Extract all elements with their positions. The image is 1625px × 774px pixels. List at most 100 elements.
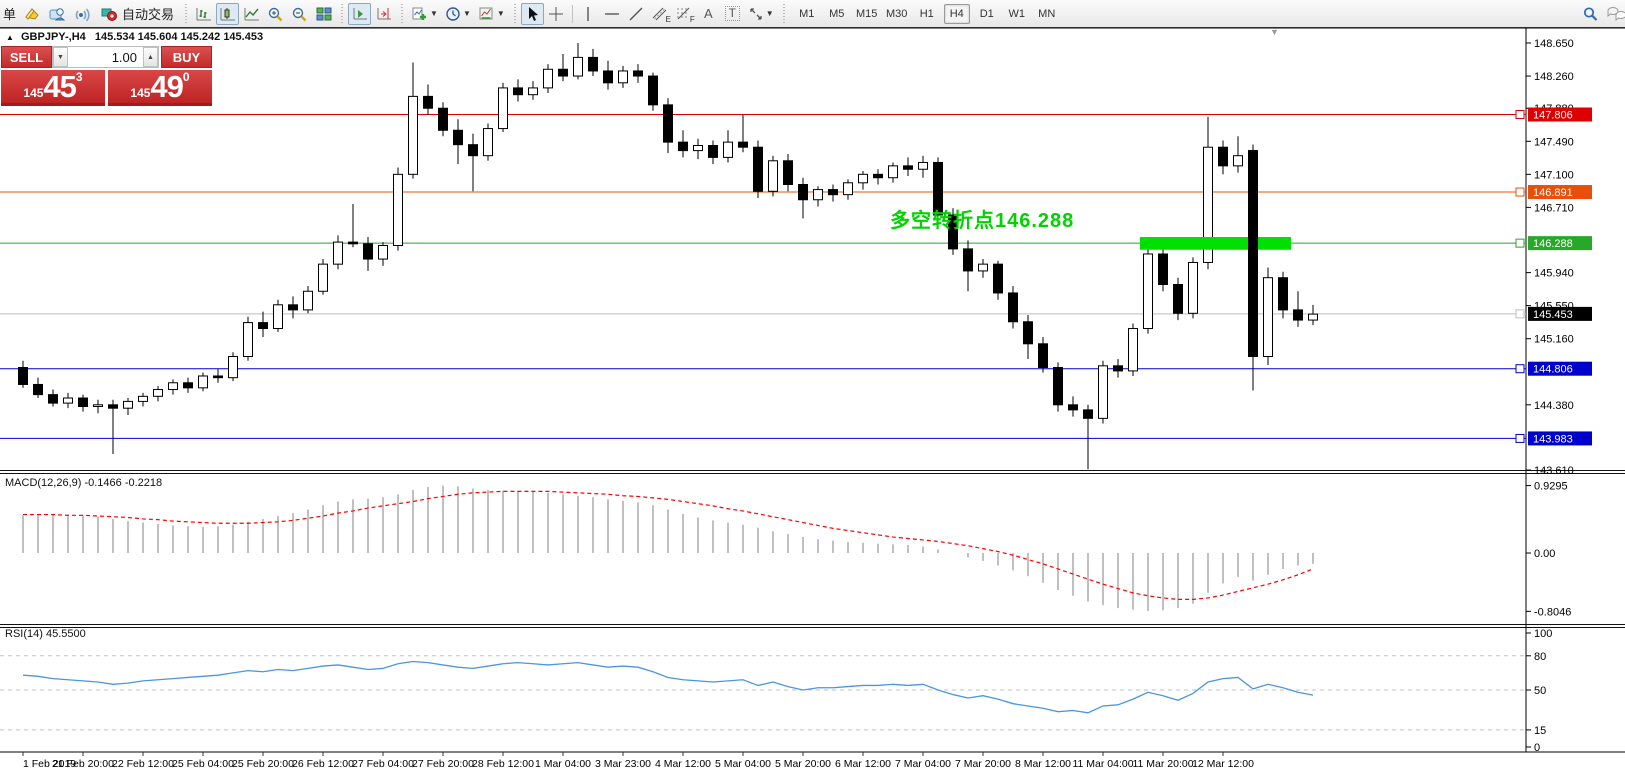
cursor-tool-button[interactable] — [520, 2, 544, 25]
timeframe-h4[interactable]: H4 — [943, 3, 970, 24]
rsi-axis-label: 0 — [1534, 742, 1540, 754]
price-axis-label: 144.380 — [1534, 400, 1574, 412]
level-end-marker[interactable] — [1515, 433, 1525, 443]
timeframe-h1[interactable]: H1 — [919, 7, 934, 20]
text-label-tool-button[interactable]: T — [721, 3, 744, 25]
candle-body — [1278, 277, 1288, 311]
periods-icon — [446, 6, 460, 21]
toolbar-grip[interactable] — [338, 3, 346, 24]
signal-button[interactable] — [70, 3, 94, 25]
volume-decrease-button[interactable]: ▼ — [53, 47, 68, 67]
auto-trading-label: 自动交易 — [122, 7, 175, 22]
toolbar-grip[interactable] — [779, 3, 787, 24]
bar-chart-button[interactable] — [192, 3, 215, 25]
buy-price-button[interactable]: 145 49 0 — [108, 70, 212, 106]
level-price-badge — [1528, 107, 1592, 122]
trendline-tool-button[interactable] — [625, 3, 648, 25]
horizontal-line-tool-button[interactable] — [601, 3, 624, 25]
time-axis-label: 21 Feb 20:00 — [52, 758, 114, 770]
candle-body — [933, 161, 943, 216]
timeframe-m30[interactable]: M30 — [886, 7, 908, 20]
rsi-label: RSI(14) 45.5500 — [5, 628, 86, 640]
sell-price-button[interactable]: 145 45 3 — [1, 70, 105, 106]
candle-body — [168, 382, 178, 391]
level-price-badge-label: 144.806 — [1533, 364, 1573, 376]
vertical-line-tool-button[interactable] — [577, 3, 600, 25]
rsi-line[interactable] — [22, 660, 1314, 714]
indicators-button[interactable]: ▼ — [408, 3, 441, 25]
new-order-button[interactable]: 单 — [0, 3, 19, 25]
timeframe-d1[interactable]: D1 — [979, 7, 994, 20]
profile-button[interactable] — [45, 3, 69, 25]
line-chart-button[interactable] — [240, 3, 263, 25]
candle-body — [1248, 150, 1258, 358]
candle-body — [153, 389, 163, 397]
candle-body — [363, 243, 373, 260]
price-axis-label: 146.710 — [1534, 202, 1574, 214]
level-end-marker[interactable] — [1515, 187, 1525, 197]
templates-button[interactable]: ▼ — [475, 3, 508, 25]
candle-body — [873, 173, 883, 179]
price-axis-label: 145.160 — [1534, 334, 1574, 346]
tile-windows-icon — [316, 7, 332, 20]
periods-button[interactable]: ▼ — [442, 3, 474, 25]
candle-body — [948, 214, 958, 250]
candle-body — [213, 375, 223, 379]
chart-shift-button[interactable] — [372, 3, 395, 25]
buy-button[interactable]: BUY — [161, 46, 212, 68]
market-watch-button[interactable] — [20, 3, 44, 25]
timeframe-m1[interactable]: M1 — [799, 7, 815, 20]
level-end-marker[interactable] — [1515, 110, 1525, 120]
search-button[interactable] — [1579, 3, 1602, 25]
candlestick-chart-button[interactable] — [216, 2, 240, 25]
candle-body — [378, 245, 388, 260]
candle-body — [1173, 283, 1183, 314]
chat-button[interactable] — [1603, 3, 1625, 25]
pivot-band[interactable] — [1140, 237, 1291, 250]
arrows-tool-button[interactable]: ▼ — [745, 3, 777, 25]
candle-body — [333, 241, 343, 265]
candle-body — [123, 400, 133, 409]
candle-body — [798, 183, 808, 201]
candle-body — [1098, 365, 1108, 419]
candle-body — [858, 173, 868, 184]
macd-signal-line[interactable] — [23, 490, 1314, 601]
macd-axis-label: 0.00 — [1534, 548, 1555, 560]
zoom-out-button[interactable] — [288, 3, 311, 25]
toolbar-grip[interactable] — [398, 3, 406, 24]
crosshair-tool-button[interactable] — [545, 3, 568, 25]
line-chart-icon — [244, 7, 259, 20]
chart-canvas[interactable]: 148.650148.260147.880147.490147.100146.7… — [0, 26, 1625, 774]
volume-input[interactable] — [68, 47, 143, 67]
candle-body — [273, 304, 283, 330]
candle-body — [1218, 146, 1228, 167]
auto-scroll-button[interactable] — [348, 2, 372, 25]
toolbar-grip[interactable] — [510, 3, 518, 24]
candle-body — [138, 395, 148, 402]
timeframe-m5[interactable]: M5 — [829, 7, 845, 20]
templates-icon — [479, 7, 493, 19]
candle-body — [63, 397, 73, 404]
candle-body — [1053, 367, 1063, 406]
fibonacci-tool-button[interactable]: F — [673, 3, 696, 25]
text-tool-button[interactable]: A — [697, 3, 720, 25]
zoom-in-button[interactable] — [264, 3, 287, 25]
timeframe-w1[interactable]: W1 — [1008, 7, 1025, 20]
price-axis-label: 147.490 — [1534, 136, 1574, 148]
candle-body — [1308, 313, 1318, 321]
auto-trading-button[interactable]: 自动交易 — [95, 3, 179, 25]
timeframe-m15[interactable]: M15 — [856, 7, 878, 20]
level-end-marker[interactable] — [1515, 364, 1525, 374]
chart-shift-marker-icon[interactable]: ▼ — [1270, 27, 1279, 37]
volume-increase-button[interactable]: ▲ — [143, 47, 158, 67]
candle-body — [693, 145, 703, 152]
sell-button[interactable]: SELL — [1, 46, 52, 68]
equidistant-channel-tool-button[interactable]: E — [649, 3, 672, 25]
panel-collapse-icon[interactable]: ▲ — [6, 33, 14, 42]
timeframe-bar: M1 M5 M15 M30 H1 H4 D1 W1 MN — [794, 3, 1060, 24]
timeframe-mn[interactable]: MN — [1038, 7, 1056, 20]
level-end-marker[interactable] — [1515, 309, 1525, 319]
toolbar-grip[interactable] — [182, 3, 190, 24]
level-end-marker[interactable] — [1515, 238, 1525, 248]
tile-windows-button[interactable] — [312, 3, 335, 25]
